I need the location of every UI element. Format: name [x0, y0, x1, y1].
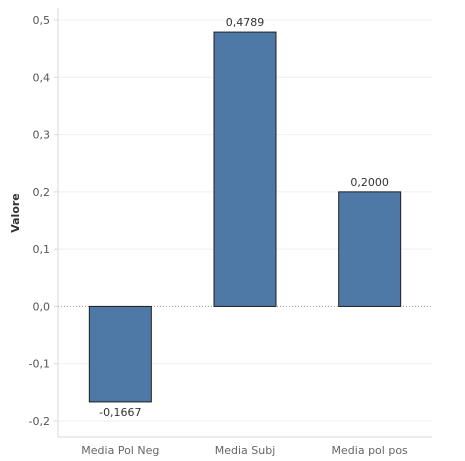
- y-tick-label: -0,2: [29, 415, 50, 428]
- bar-media-pol-neg[interactable]: [88, 305, 152, 403]
- y-tick-label: 0,0: [33, 300, 51, 313]
- bar-media-subj[interactable]: [213, 31, 277, 307]
- y-tick-label: 0,4: [33, 71, 51, 84]
- y-axis-title: Valore: [9, 193, 22, 233]
- data-label: 0,2000: [350, 176, 389, 189]
- data-label: -0,1667: [99, 406, 141, 419]
- x-category-label: Media pol pos: [332, 444, 409, 457]
- y-tick-label: 0,1: [33, 243, 51, 256]
- labels: -0,1667 Media Pol Neg 0,4789 Media Subj 0,20…: [81, 16, 408, 457]
- y-tick-label: -0,1: [29, 358, 50, 371]
- data-label: 0,4789: [226, 16, 265, 29]
- bar-media-pol-pos[interactable]: [338, 191, 402, 307]
- x-category-label: Media Pol Neg: [81, 444, 159, 457]
- y-tick-label: 0,2: [33, 186, 51, 199]
- y-tick-label: 0,5: [33, 14, 51, 27]
- y-tick-label: 0,3: [33, 129, 51, 142]
- x-category-label: Media Subj: [215, 444, 276, 457]
- axes: 0,5 0,4 0,3 0,2 0,1 0,0 -0,1 -0,2: [29, 8, 432, 438]
- bars: [88, 31, 402, 403]
